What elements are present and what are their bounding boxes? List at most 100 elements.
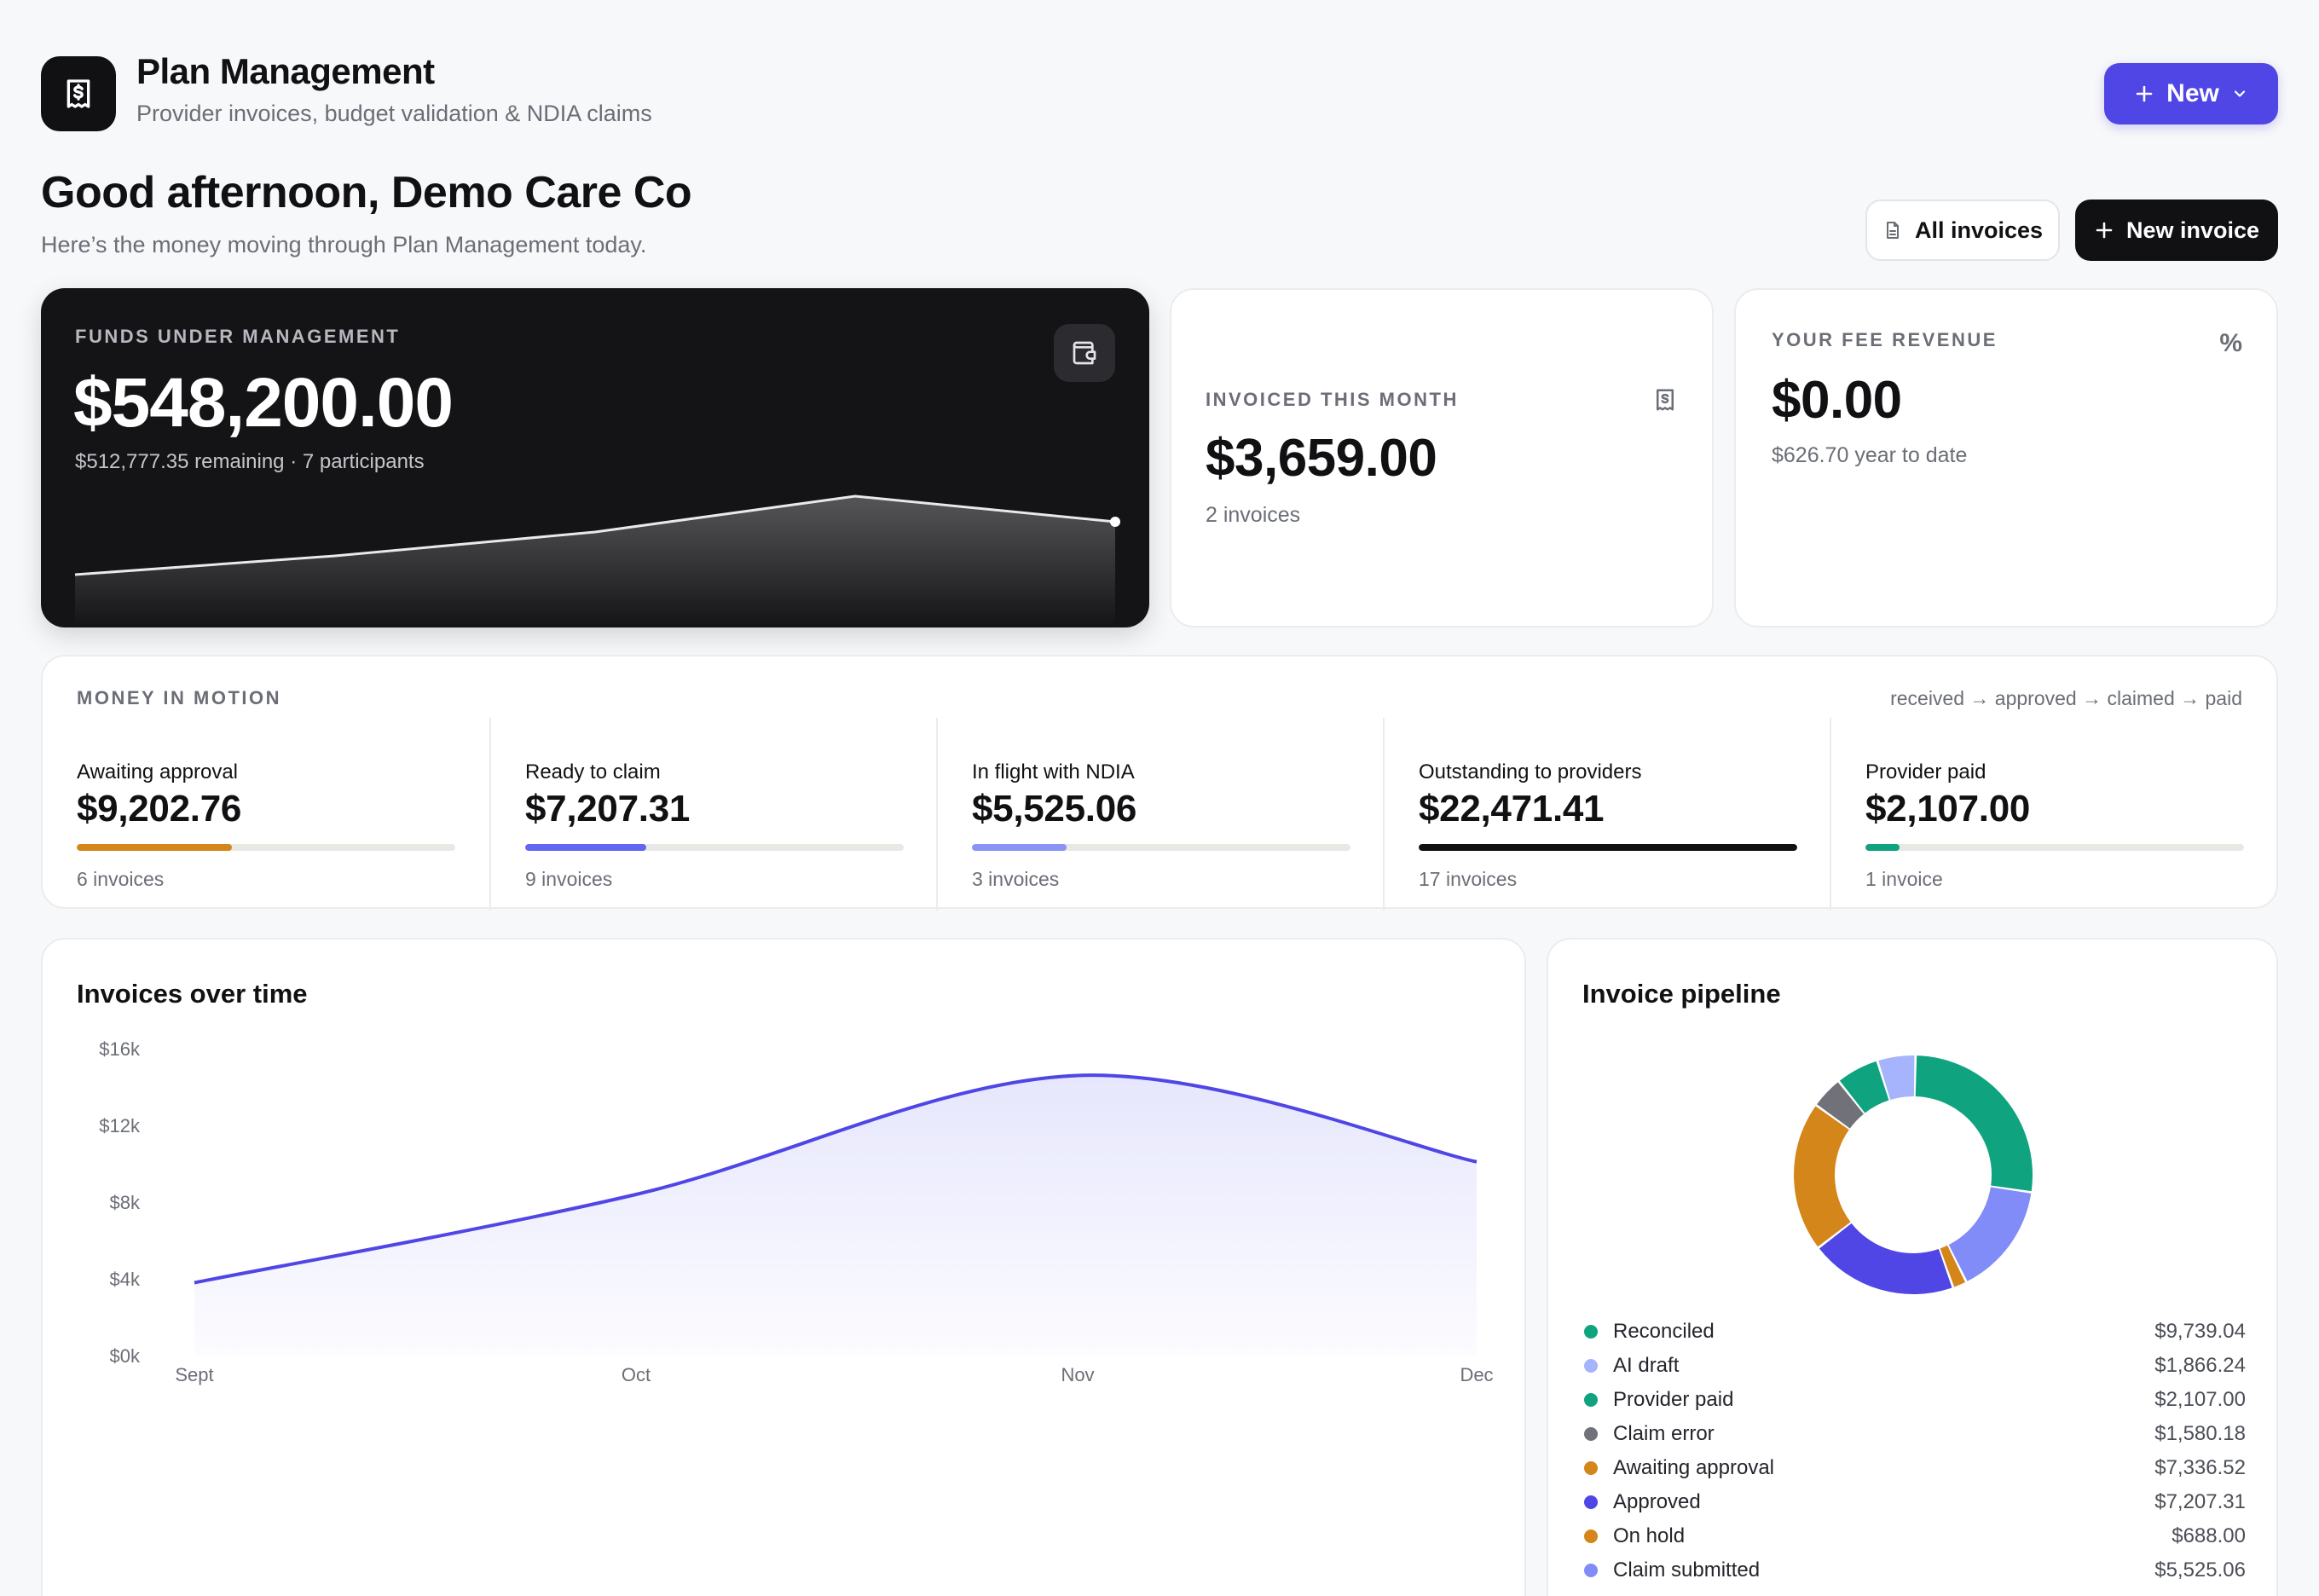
stage-title: Provider paid xyxy=(1865,760,1986,784)
donut-slice[interactable] xyxy=(1878,1055,1915,1100)
donut-slice[interactable] xyxy=(1915,1055,2033,1192)
pipeline-title: Invoice pipeline xyxy=(1582,979,1781,1009)
stage-count: 1 invoice xyxy=(1865,868,1943,890)
stage-provider-paid[interactable]: Provider paid $2,107.00 1 invoice xyxy=(1831,718,2278,911)
stage-progress xyxy=(77,844,455,851)
legend-label: Claim error xyxy=(1613,1422,1715,1445)
chart-title: Invoices over time xyxy=(77,979,308,1009)
legend-value: $7,207.31 xyxy=(2154,1490,2246,1513)
legend-value: $1,866.24 xyxy=(2154,1354,2246,1377)
invoiced-label: Invoiced this month xyxy=(1206,389,1459,410)
page-title: Good afternoon, Demo Care Co xyxy=(41,168,692,217)
new-button-label: New xyxy=(2166,79,2219,107)
legend-dot-icon xyxy=(1584,1359,1598,1373)
legend-label: Reconciled xyxy=(1613,1320,1715,1343)
legend-label: Claim submitted xyxy=(1613,1558,1761,1582)
stage-value: $2,107.00 xyxy=(1865,788,2031,830)
stage-count: 9 invoices xyxy=(525,868,613,890)
stage-value: $7,207.31 xyxy=(525,788,691,830)
legend-dot-icon xyxy=(1584,1564,1598,1577)
invoiced-this-month-card: Invoiced this month $3,659.00 2 invoices xyxy=(1170,288,1714,627)
legend-value: $2,107.00 xyxy=(2154,1388,2246,1411)
stage-in-flight-ndia[interactable]: In flight with NDIA $5,525.06 3 invoices xyxy=(938,718,1385,911)
stage-progress-fill xyxy=(77,844,233,851)
divider xyxy=(936,718,938,911)
y-tick-label: $0k xyxy=(110,1345,141,1367)
y-tick-label: $16k xyxy=(99,1038,141,1060)
legend-value: $9,739.04 xyxy=(2154,1320,2246,1343)
divider xyxy=(489,718,491,911)
legend-item[interactable]: Reconciled $9,739.04 xyxy=(1582,1315,2246,1349)
invoiced-count: 2 invoices xyxy=(1206,503,1301,527)
legend-dot-icon xyxy=(1584,1495,1598,1509)
new-button[interactable]: New xyxy=(2104,63,2278,124)
stage-title: Outstanding to providers xyxy=(1419,760,1642,784)
legend-dot-icon xyxy=(1584,1325,1598,1339)
fee-revenue-card: Your fee revenue $0.00 $626.70 year to d… xyxy=(1734,288,2278,627)
legend-value: $7,336.52 xyxy=(2154,1456,2246,1479)
x-tick-label: Dec xyxy=(1460,1364,1493,1385)
y-tick-label: $4k xyxy=(110,1269,141,1290)
stage-ready-to-claim[interactable]: Ready to claim $7,207.31 9 invoices xyxy=(491,718,938,911)
legend-item[interactable]: Provider paid $2,107.00 xyxy=(1582,1383,2246,1417)
donut-slice[interactable] xyxy=(1948,1187,2032,1281)
legend-dot-icon xyxy=(1584,1393,1598,1407)
donut-slice[interactable] xyxy=(1794,1106,1851,1247)
x-tick-label: Sept xyxy=(175,1364,213,1385)
legend-label: AI draft xyxy=(1613,1354,1680,1377)
legend-label: On hold xyxy=(1613,1524,1686,1547)
donut-slice[interactable] xyxy=(1819,1223,1952,1294)
percent-icon: % xyxy=(2219,329,2242,357)
legend-dot-icon xyxy=(1584,1530,1598,1543)
legend-item[interactable]: Awaiting approval $7,336.52 xyxy=(1582,1451,2246,1485)
all-invoices-button[interactable]: All invoices xyxy=(1865,200,2060,261)
plus-icon xyxy=(2136,85,2153,102)
y-tick-label: $8k xyxy=(110,1192,141,1213)
stage-title: In flight with NDIA xyxy=(972,760,1135,784)
stage-progress-fill xyxy=(1419,844,1797,851)
donut-slice[interactable] xyxy=(1817,1082,1864,1129)
donut-slice[interactable] xyxy=(1839,1061,1889,1113)
stage-value: $5,525.06 xyxy=(972,788,1137,830)
stage-value: $9,202.76 xyxy=(77,788,242,830)
legend-item[interactable]: AI draft $1,866.24 xyxy=(1582,1349,2246,1383)
x-tick-label: Oct xyxy=(622,1364,651,1385)
stage-title: Awaiting approval xyxy=(77,760,239,784)
receipt-icon xyxy=(1657,389,1674,411)
legend-value: $5,525.06 xyxy=(2154,1558,2246,1582)
new-invoice-button[interactable]: New invoice xyxy=(2075,200,2278,261)
area-fill xyxy=(194,1075,1477,1356)
app-subtitle: Provider invoices, budget validation & N… xyxy=(136,101,652,126)
funds-sub: $512,777.35 remaining · 7 participants xyxy=(75,450,425,473)
invoices-over-time-card: $16k $12k $8k $4k $0k Sept Oct Nov Dec Invoices … xyxy=(41,938,1526,1596)
motion-label: Money in motion xyxy=(77,687,281,708)
stage-progress xyxy=(1419,844,1797,851)
legend-label: Provider paid xyxy=(1613,1388,1734,1411)
legend-item[interactable]: Claim submitted $5,525.06 xyxy=(1582,1553,2246,1587)
stage-progress xyxy=(972,844,1350,851)
stage-progress xyxy=(525,844,904,851)
donut-slice[interactable] xyxy=(1940,1245,1966,1287)
stage-title: Ready to claim xyxy=(525,760,661,784)
funds-sparkline xyxy=(74,494,1120,627)
stage-awaiting-approval[interactable]: Awaiting approval $9,202.76 6 invoices xyxy=(43,718,489,911)
legend-item[interactable]: Claim error $1,580.18 xyxy=(1582,1417,2246,1451)
app-logo xyxy=(41,56,116,131)
document-icon xyxy=(1886,222,1899,239)
sparkline-end-point xyxy=(1110,517,1120,527)
stage-count: 17 invoices xyxy=(1419,868,1518,890)
wallet-button[interactable] xyxy=(1054,324,1115,382)
money-in-motion-card: Money in motion received → approved → cl… xyxy=(41,655,2278,911)
legend-dot-icon xyxy=(1584,1461,1598,1475)
divider xyxy=(1830,718,1831,911)
legend-dot-icon xyxy=(1584,1427,1598,1441)
legend-item[interactable]: Approved $7,207.31 xyxy=(1582,1485,2246,1519)
new-invoice-label: New invoice xyxy=(2125,217,2260,243)
legend-value: $1,580.18 xyxy=(2154,1422,2246,1445)
legend-item[interactable]: On hold $688.00 xyxy=(1582,1519,2246,1553)
divider xyxy=(1383,718,1385,911)
invoiced-value: $3,659.00 xyxy=(1206,429,1437,488)
invoice-pipeline-card: Invoice pipeline Reconciled $9,739.04 AI d… xyxy=(1547,938,2278,1596)
stage-outstanding-providers[interactable]: Outstanding to providers $22,471.41 17 i… xyxy=(1385,718,1831,911)
funds-value: $548,200.00 xyxy=(73,364,454,442)
